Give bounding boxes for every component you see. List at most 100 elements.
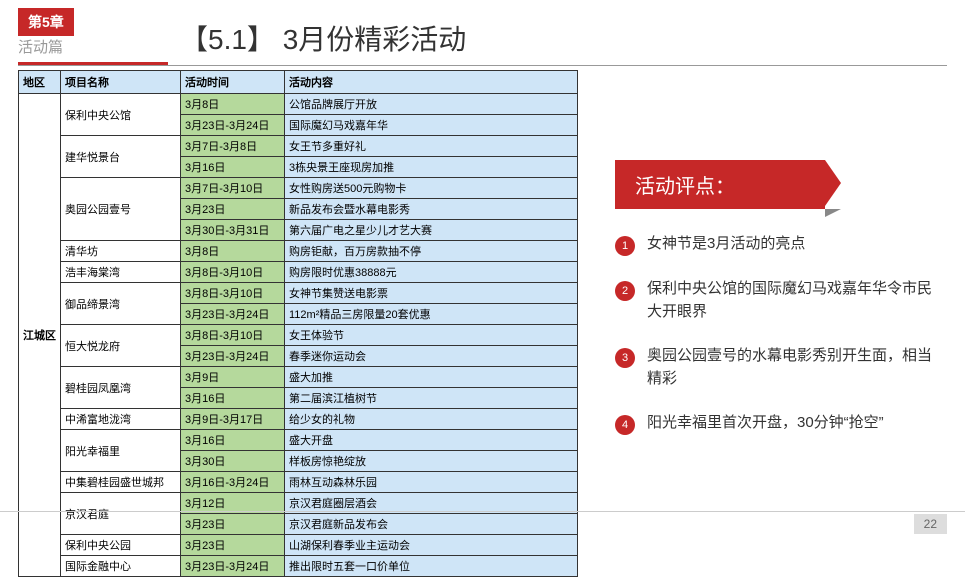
project-cell: 国际金融中心 [61, 556, 181, 577]
table-row: 保利中央公园3月23日山湖保利春季业主运动会 [19, 535, 578, 556]
project-cell: 阳光幸福里 [61, 430, 181, 472]
project-cell: 御品缔景湾 [61, 283, 181, 325]
project-cell: 京汉君庭 [61, 493, 181, 535]
content-cell: 雨林互动森林乐园 [285, 472, 578, 493]
table-row: 奥园公园壹号3月7日-3月10日女性购房送500元购物卡 [19, 178, 578, 199]
section-subtitle: 活动篇 [18, 36, 63, 57]
project-cell: 清华坊 [61, 241, 181, 262]
content-cell: 购房限时优惠38888元 [285, 262, 578, 283]
commentary-header-text: 活动评点： [635, 176, 735, 198]
commentary-text: 阳光幸福里首次开盘，30分钟“抢空” [647, 412, 884, 435]
commentary-item: 3 奥园公园壹号的水幕电影秀别开生面，相当精彩 [615, 345, 945, 390]
table-row: 清华坊3月8日购房钜献，百万房款抽不停 [19, 241, 578, 262]
project-cell: 恒大悦龙府 [61, 325, 181, 367]
col-content: 活动内容 [285, 71, 578, 94]
table-row: 建华悦景台3月7日-3月8日女王节多重好礼 [19, 136, 578, 157]
table-row: 恒大悦龙府3月8日-3月10日女王体验节 [19, 325, 578, 346]
content-cell: 京汉君庭新品发布会 [285, 514, 578, 535]
content-cell: 女王体验节 [285, 325, 578, 346]
table-row: 浩丰海棠湾3月8日-3月10日购房限时优惠38888元 [19, 262, 578, 283]
ribbon-shadow [825, 209, 841, 217]
commentary-list: 1 女神节是3月活动的亮点 2 保利中央公馆的国际魔幻马戏嘉年华令市民大开眼界 3 奥园公… [615, 233, 945, 435]
region-cell: 江城区 [19, 94, 61, 577]
commentary-number: 3 [615, 348, 635, 368]
commentary-number: 2 [615, 281, 635, 301]
content-cell: 盛大加推 [285, 367, 578, 388]
time-cell: 3月7日-3月8日 [181, 136, 285, 157]
time-cell: 3月16日 [181, 157, 285, 178]
project-cell: 奥园公园壹号 [61, 178, 181, 241]
time-cell: 3月9日 [181, 367, 285, 388]
content-cell: 公馆品牌展厅开放 [285, 94, 578, 115]
col-region: 地区 [19, 71, 61, 94]
time-cell: 3月8日-3月10日 [181, 283, 285, 304]
divider-line [18, 65, 947, 66]
table-row: 国际金融中心3月23日-3月24日推出限时五套一口价单位 [19, 556, 578, 577]
project-cell: 中浠富地泷湾 [61, 409, 181, 430]
content-cell: 女神节集赞送电影票 [285, 283, 578, 304]
content-cell: 国际魔幻马戏嘉年华 [285, 115, 578, 136]
project-cell: 中集碧桂园盛世城邦 [61, 472, 181, 493]
table-row: 中集碧桂园盛世城邦3月16日-3月24日雨林互动森林乐园 [19, 472, 578, 493]
time-cell: 3月8日-3月10日 [181, 262, 285, 283]
time-cell: 3月23日 [181, 535, 285, 556]
events-table-wrap: 地区 项目名称 活动时间 活动内容 江城区保利中央公馆3月8日公馆品牌展厅开放3… [18, 70, 578, 577]
table-row: 阳光幸福里3月16日盛大开盘 [19, 430, 578, 451]
time-cell: 3月23日-3月24日 [181, 115, 285, 136]
time-cell: 3月23日-3月24日 [181, 346, 285, 367]
commentary-item: 2 保利中央公馆的国际魔幻马戏嘉年华令市民大开眼界 [615, 278, 945, 323]
project-cell: 保利中央公园 [61, 535, 181, 556]
content-cell: 春季迷你运动会 [285, 346, 578, 367]
table-row: 江城区保利中央公馆3月8日公馆品牌展厅开放 [19, 94, 578, 115]
col-project: 项目名称 [61, 71, 181, 94]
time-cell: 3月7日-3月10日 [181, 178, 285, 199]
content-cell: 第六届广电之星少儿才艺大赛 [285, 220, 578, 241]
chapter-tag: 第5章 [18, 8, 74, 36]
table-header-row: 地区 项目名称 活动时间 活动内容 [19, 71, 578, 94]
content-cell: 推出限时五套一口价单位 [285, 556, 578, 577]
time-cell: 3月16日-3月24日 [181, 472, 285, 493]
commentary-number: 4 [615, 415, 635, 435]
commentary-text: 女神节是3月活动的亮点 [647, 233, 805, 256]
time-cell: 3月8日-3月10日 [181, 325, 285, 346]
project-cell: 碧桂园凤凰湾 [61, 367, 181, 409]
time-cell: 3月8日 [181, 94, 285, 115]
time-cell: 3月23日 [181, 199, 285, 220]
time-cell: 3月16日 [181, 430, 285, 451]
time-cell: 3月30日-3月31日 [181, 220, 285, 241]
commentary-item: 4 阳光幸福里首次开盘，30分钟“抢空” [615, 412, 945, 435]
commentary-text: 保利中央公馆的国际魔幻马戏嘉年华令市民大开眼界 [647, 278, 945, 323]
commentary-header: 活动评点： [615, 160, 825, 209]
page-title: 【5.1】 3月份精彩活动 [180, 18, 466, 58]
time-cell: 3月23日-3月24日 [181, 556, 285, 577]
time-cell: 3月23日-3月24日 [181, 304, 285, 325]
time-cell: 3月8日 [181, 241, 285, 262]
time-cell: 3月30日 [181, 451, 285, 472]
content-cell: 样板房惊艳绽放 [285, 451, 578, 472]
commentary-item: 1 女神节是3月活动的亮点 [615, 233, 945, 256]
commentary-panel: 活动评点： 1 女神节是3月活动的亮点 2 保利中央公馆的国际魔幻马戏嘉年华令市民大开… [615, 160, 945, 457]
content-cell: 购房钜献，百万房款抽不停 [285, 241, 578, 262]
time-cell: 3月9日-3月17日 [181, 409, 285, 430]
commentary-number: 1 [615, 236, 635, 256]
time-cell: 3月16日 [181, 388, 285, 409]
page-number: 22 [914, 514, 947, 534]
content-cell: 112m²精品三房限量20套优惠 [285, 304, 578, 325]
content-cell: 第二届滨江植树节 [285, 388, 578, 409]
footer-line [0, 511, 965, 512]
project-cell: 建华悦景台 [61, 136, 181, 178]
content-cell: 给少女的礼物 [285, 409, 578, 430]
content-cell: 女性购房送500元购物卡 [285, 178, 578, 199]
content-cell: 盛大开盘 [285, 430, 578, 451]
content-cell: 新品发布会暨水幕电影秀 [285, 199, 578, 220]
table-row: 御品缔景湾3月8日-3月10日女神节集赞送电影票 [19, 283, 578, 304]
commentary-text: 奥园公园壹号的水幕电影秀别开生面，相当精彩 [647, 345, 945, 390]
project-cell: 保利中央公馆 [61, 94, 181, 136]
content-cell: 3栋央景王座现房加推 [285, 157, 578, 178]
table-row: 碧桂园凤凰湾3月9日盛大加推 [19, 367, 578, 388]
time-cell: 3月23日 [181, 514, 285, 535]
events-table: 地区 项目名称 活动时间 活动内容 江城区保利中央公馆3月8日公馆品牌展厅开放3… [18, 70, 578, 577]
table-row: 中浠富地泷湾3月9日-3月17日给少女的礼物 [19, 409, 578, 430]
project-cell: 浩丰海棠湾 [61, 262, 181, 283]
col-time: 活动时间 [181, 71, 285, 94]
